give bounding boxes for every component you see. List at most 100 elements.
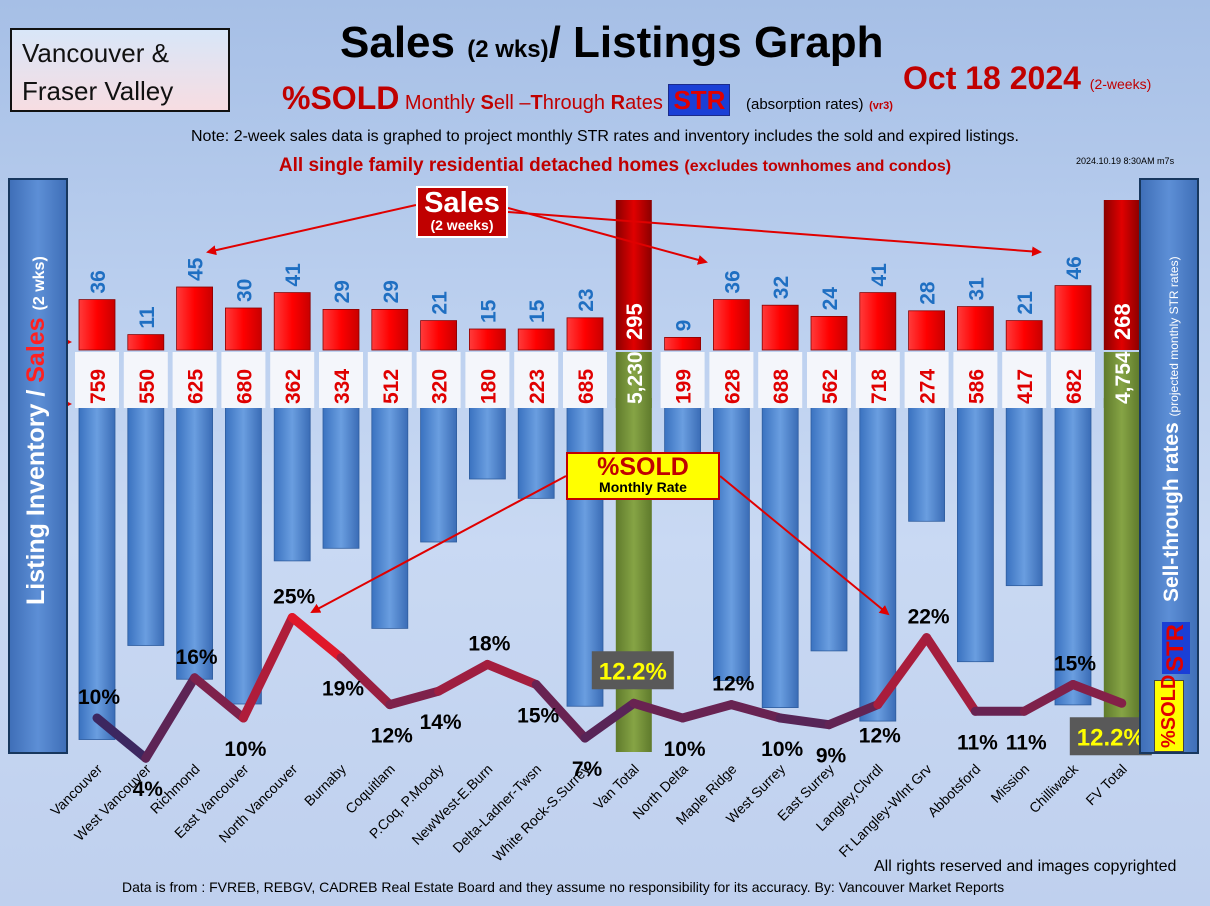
str-line-segment — [726, 700, 785, 723]
sales-bar-langley-clvrdl — [859, 292, 897, 351]
str-line-segment — [336, 653, 395, 710]
band-mission — [1002, 352, 1047, 408]
inventory-label-fv-total: 4,754 — [1112, 351, 1135, 404]
sales-label-ft-langley-wlnt-grv: 28 — [917, 281, 940, 305]
inventory-bar-west-surrey — [761, 397, 799, 709]
sales-bar-north-vancouver — [273, 292, 311, 351]
sales-label-van-total: 295 — [622, 303, 647, 340]
left-axis-label-c: (2 wks) — [31, 256, 48, 311]
str-line-segment — [1019, 680, 1078, 716]
subtitle-t: T — [530, 92, 543, 114]
inventory-bar-fv-total — [1103, 398, 1140, 752]
sold-arrow-right — [719, 475, 890, 616]
report-date-period: (2-weeks) — [1089, 76, 1152, 92]
str-line-segment — [1068, 680, 1127, 708]
inventory-label-burnaby: 334 — [331, 369, 354, 404]
category-label-mission: Mission — [987, 761, 1032, 806]
inventory-bar-newwest-e-burn — [468, 397, 506, 480]
inventory-label-east-vancouver: 680 — [233, 369, 256, 404]
band-white-rock-s-surrey — [563, 352, 607, 408]
band-delta-ladner-twsn — [514, 352, 559, 408]
str-label-langley-clvrdl: 12% — [859, 725, 901, 748]
str-label-mission: 11% — [1006, 731, 1047, 754]
band-north-vancouver — [270, 352, 315, 408]
inventory-bar-abbotsford — [957, 397, 994, 663]
str-line-segment — [434, 659, 492, 696]
subtitle-hrough: hrough — [542, 92, 606, 114]
inventory-bar-richmond — [176, 397, 214, 680]
left-axis-label: Listing Inventory / Sales (2 wks) — [22, 256, 51, 605]
chart-scope: All single family residential detached h… — [0, 155, 1210, 177]
category-label-delta-ladner-twsn: Delta-Ladner-Twsn — [449, 761, 544, 856]
sales-label-langley-clvrdl: 41 — [868, 263, 891, 287]
band-north-delta — [660, 352, 705, 408]
str-line-segment — [580, 698, 639, 743]
str-line-segment — [238, 613, 297, 723]
data-source-note: Data is from : FVREB, REBGV, CADREB Real… — [122, 879, 1005, 895]
str-line-segment — [824, 700, 883, 730]
sales-bar-burnaby — [322, 308, 360, 351]
inventory-label-van-total: 5,230 — [624, 351, 647, 404]
str-line-segment — [141, 673, 200, 763]
report-date-value: Oct 18 2024 — [903, 60, 1081, 96]
band-ft-langley-wlnt-grv — [904, 352, 949, 408]
band-newwest-e-burn — [465, 352, 510, 408]
str-label-north-delta: 10% — [664, 738, 706, 761]
sold-arrow-left — [310, 475, 567, 613]
inventory-label-delta-ladner-twsn: 223 — [526, 369, 549, 404]
sales-bar-west-surrey — [761, 304, 799, 351]
scope-sub: (excludes townhomes and condos) — [684, 158, 952, 175]
band-vancouver — [75, 352, 119, 408]
band-van-total — [615, 352, 652, 408]
str-line-segment — [678, 700, 736, 723]
inventory-bar-east-surrey — [810, 397, 848, 652]
inventory-bar-delta-ladner-twsn — [517, 397, 555, 499]
inventory-label-west-vancouver: 550 — [136, 369, 159, 404]
str-label-east-vancouver: 10% — [224, 738, 266, 761]
category-label-white-rock-s-surrey: White Rock-S.Surrey — [489, 761, 593, 865]
scope-main: All single family residential detached h… — [278, 155, 680, 176]
sales-label-white-rock-s-surrey: 23 — [575, 288, 598, 311]
sales-label-north-delta: 9 — [673, 320, 696, 332]
sales-label-richmond: 45 — [185, 257, 208, 281]
title-period: (2 wks) — [467, 36, 549, 63]
band-coquitlam — [367, 352, 412, 408]
str-label-newwest-e-burn: 18% — [468, 632, 510, 655]
inventory-bar-p-coq-p-moody — [420, 397, 458, 543]
right-axis-label-a: Sell-through rates — [1160, 422, 1183, 602]
sales-bar-north-delta — [664, 336, 701, 351]
inventory-bar-ft-langley-wlnt-grv — [908, 397, 945, 522]
str-label-vancouver: 10% — [78, 686, 120, 709]
inventory-label-abbotsford: 586 — [965, 369, 988, 404]
band-west-vancouver — [123, 352, 168, 408]
chart-subtitle: %SOLD Monthly Sell –Through Rates STR (a… — [282, 80, 893, 117]
str-label-coquitlam: 12% — [371, 725, 413, 748]
sales-bar-delta-ladner-twsn — [517, 328, 555, 351]
band-richmond — [172, 352, 217, 408]
inventory-label-ft-langley-wlnt-grv: 274 — [917, 369, 940, 404]
str-label-p-coq-p-moody: 14% — [420, 711, 462, 734]
subtitle-r: R — [610, 92, 626, 114]
sales-label-chilliwack: 46 — [1063, 256, 1086, 279]
inventory-label-east-surrey: 562 — [819, 369, 842, 404]
str-label-delta-ladner-twsn: 15% — [517, 705, 559, 728]
region-label-box: Vancouver & Fraser Valley — [10, 28, 230, 112]
sales-label-p-coq-p-moody: 21 — [429, 291, 452, 315]
sales-bar-fv-total — [1103, 200, 1140, 350]
inventory-bar-east-vancouver — [224, 397, 262, 705]
inventory-label-coquitlam: 512 — [380, 369, 403, 404]
sales-label-delta-ladner-twsn: 15 — [526, 299, 549, 323]
str-label-van-total: 12.2% — [599, 658, 667, 685]
sales-bar-newwest-e-burn — [468, 328, 506, 351]
str-line-segment — [287, 613, 346, 663]
right-str-badge: STR — [1162, 622, 1190, 674]
str-label-ft-langley-wlnt-grv: 22% — [908, 606, 950, 629]
inventory-bar-chilliwack — [1054, 397, 1092, 706]
sales-callout: Sales (2 weeks) — [416, 186, 508, 238]
inventory-bar-vancouver — [78, 397, 116, 740]
sales-arrow-right — [507, 211, 1042, 257]
sold-callout-title: %SOLD — [597, 453, 689, 481]
inventory-bar-langley-clvrdl — [859, 397, 897, 722]
category-label-fv-total: FV Total — [1082, 761, 1129, 808]
